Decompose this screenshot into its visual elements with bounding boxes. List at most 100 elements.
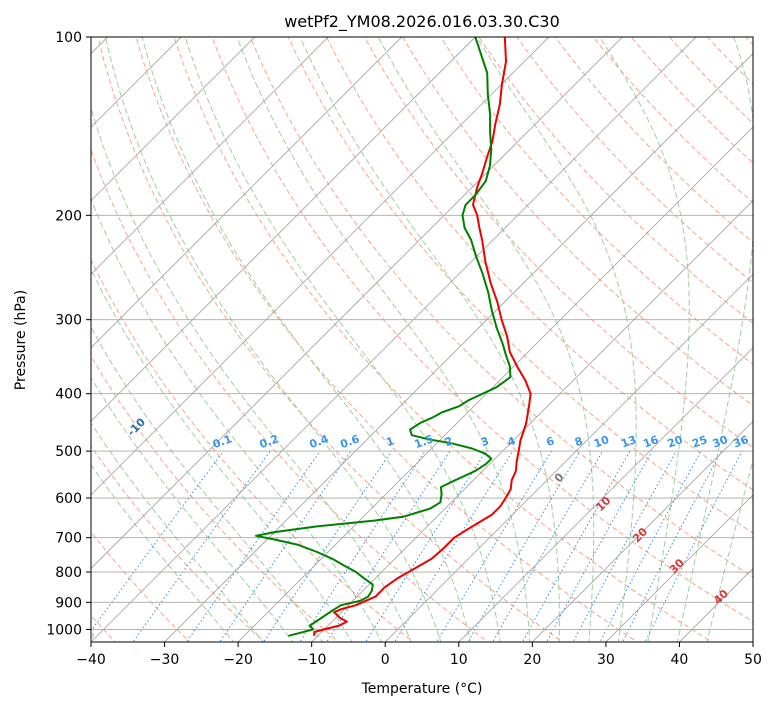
dry-adiabat-line [91,355,340,642]
mixing-ratio-line [572,450,677,642]
x-tick-label: 50 [744,652,762,668]
mixing-ratio-line [132,450,271,642]
isotherm-line [605,494,753,642]
mixing-ratio-label: 20 [666,433,685,451]
x-tick-label: −30 [150,652,180,668]
mixing-ratio-line [394,450,514,642]
isotherm-line [532,420,753,642]
mixing-ratio-line [262,450,392,642]
dry-adiabat-line [325,37,753,491]
mixing-ratio-label: 1.5 [413,432,436,451]
mixing-ratio-line [644,450,743,642]
mixing-ratio-line [599,450,702,642]
moist-adiabat-line [104,37,442,642]
mixing-ratio-label: 16 [641,433,660,451]
mixing-ratio-label: 6 [544,434,556,449]
y-tick-label: 500 [55,444,82,460]
isotherm-line [311,200,753,642]
mixing-ratio-label: 10 [592,433,611,451]
mixing-ratio-label: 25 [690,433,709,450]
isotherm-line [237,126,753,642]
dry-adiabat-line [364,37,753,449]
moist-adiabat-line [706,458,753,642]
mixing-ratio-line [467,450,581,642]
y-tick-label: 700 [55,531,82,547]
isotherm-line [384,273,753,642]
moist-adiabat-label: 10 [593,494,613,514]
y-tick-label: 400 [55,387,82,403]
dewpoint-trace [255,37,512,637]
moist-adiabat-line [377,37,595,642]
moist-adiabat-line [141,37,472,642]
mixing-ratio-label: 2 [443,434,455,449]
x-tick-label: 30 [597,652,615,668]
moist-adiabat-label: 0 [552,470,567,485]
moist-adiabat-line [299,37,560,642]
mixing-ratio-line [185,450,321,642]
dry-adiabat-line [630,37,753,164]
isotherm-line [752,641,753,642]
y-tick-label: 800 [55,565,82,581]
mixing-ratio-label: 0.6 [338,432,361,451]
dry-adiabat-label: -10 [125,415,148,438]
y-tick-label: 300 [55,313,82,329]
mixing-ratio-label: 30 [711,433,730,451]
x-tick-label: 0 [381,652,390,668]
chart-title: wetPf2_YM08.2026.016.03.30.C30 [284,12,560,32]
mixing-ratio-label: 0.4 [308,432,331,451]
y-tick-label: 100 [55,30,82,46]
moist-adiabat-label: 30 [667,556,687,576]
dry-adiabat-line [592,37,753,204]
mixing-ratio-label: 36 [731,433,750,451]
isotherm-line [91,37,623,570]
isotherm-line [164,52,753,642]
isotherm-line [458,347,753,642]
plot-frame [90,36,754,643]
isotherm-line [91,37,476,422]
moist-adiabat-line [91,376,294,642]
moist-adiabat-line [476,37,637,642]
mixing-ratio-label: 4 [506,434,518,449]
moist-adiabat-line [91,422,264,642]
dry-adiabat-line [402,37,753,407]
moist-adiabat-line [599,37,690,642]
isotherm-line [91,37,255,202]
mixing-ratio-label: 0.1 [211,432,234,451]
isotherm-line [679,567,753,642]
moist-adiabat-line [676,37,753,642]
dry-adiabat-line [97,37,564,642]
isotherm-line [91,37,550,496]
y-tick-label: 600 [55,491,82,507]
y-tick-label: 900 [55,595,82,611]
mixing-ratio-line [299,450,426,642]
moist-adiabat-line [91,106,412,642]
dry-adiabat-line [744,37,753,46]
dry-adiabat-line [706,37,753,85]
dry-adiabat-line [91,148,489,642]
mixing-ratio-line [365,450,487,642]
dry-adiabat-line [440,37,753,365]
mixing-ratio-line [326,450,451,642]
background-grid [91,24,775,645]
y-tick-label: 200 [55,208,82,224]
y-tick-label: 1000 [46,622,82,638]
x-tick-label: −40 [76,652,106,668]
mixing-ratio-line [91,450,224,632]
dry-adiabat-line [135,37,639,642]
x-tick-label: −10 [297,652,327,668]
isotherm-line [91,37,697,642]
x-tick-label: 40 [671,652,689,668]
x-tick-label: 20 [523,652,541,668]
mixing-ratio-line [622,450,722,642]
dry-adiabat-line [249,37,753,578]
mixing-ratio-label: 1 [385,434,397,449]
mixing-ratio-label: 3 [479,434,491,449]
dry-adiabat-line [173,37,713,642]
y-axis-label: Pressure (hPa) [13,290,29,390]
axis-ticks: −40 −30 −20 −10 0 10 20 30 40 5010009008007006005… [46,30,762,668]
x-tick-label: −20 [223,652,253,668]
isotherm-line [91,37,403,349]
dry-adiabat-line [771,24,775,645]
temperature-trace [313,37,532,636]
